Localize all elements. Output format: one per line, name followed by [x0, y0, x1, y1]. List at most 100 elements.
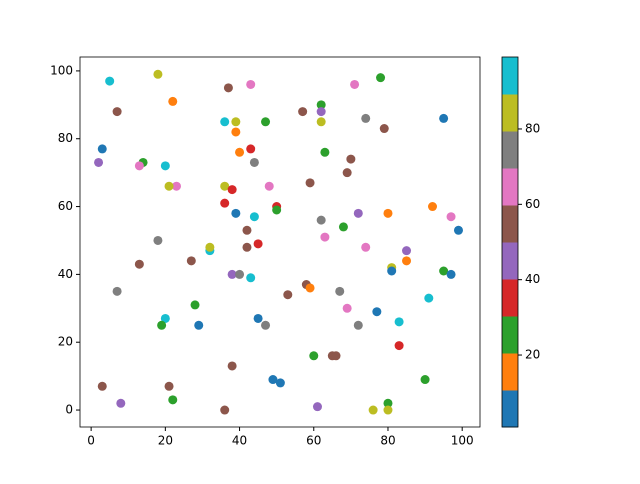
plot-frame — [79, 56, 481, 428]
point — [220, 117, 230, 127]
point — [342, 303, 352, 313]
point — [453, 225, 463, 235]
point — [246, 79, 256, 89]
point — [420, 375, 430, 385]
point — [353, 320, 363, 330]
point — [220, 405, 230, 415]
point — [394, 341, 404, 351]
point — [361, 242, 371, 252]
point — [231, 127, 241, 137]
point — [305, 283, 315, 293]
point — [235, 269, 245, 279]
point — [227, 185, 237, 195]
point — [242, 242, 252, 252]
point — [361, 113, 371, 123]
point — [383, 208, 393, 218]
point — [94, 157, 104, 167]
point — [190, 300, 200, 310]
point — [153, 69, 163, 79]
colorbar-segment — [502, 279, 518, 317]
x-tick-label: 20 — [158, 434, 173, 448]
point — [220, 181, 230, 191]
point — [372, 307, 382, 317]
point — [231, 208, 241, 218]
colorbar-segment — [502, 205, 518, 243]
colorbar-segment — [502, 94, 518, 132]
point — [439, 266, 449, 276]
point — [320, 232, 330, 242]
point — [223, 83, 233, 93]
y-tick-label: 0 — [65, 403, 73, 417]
point — [331, 351, 341, 361]
point — [97, 381, 107, 391]
point — [309, 351, 319, 361]
point — [112, 107, 122, 117]
point — [261, 320, 271, 330]
x-tick-label: 0 — [87, 434, 95, 448]
point — [446, 269, 456, 279]
point — [298, 107, 308, 117]
x-tick-label: 100 — [451, 434, 474, 448]
point — [335, 286, 345, 296]
point — [134, 161, 144, 171]
point — [220, 198, 230, 208]
point — [227, 361, 237, 371]
point — [249, 212, 259, 222]
colorbar-tick-label: 80 — [525, 121, 540, 135]
point — [312, 402, 322, 412]
point — [268, 375, 278, 385]
point — [168, 395, 178, 405]
colorbar-tick-label: 20 — [525, 348, 540, 362]
point — [264, 181, 274, 191]
colorbar-segment — [502, 57, 518, 95]
point — [316, 107, 326, 117]
colorbar-segment — [502, 131, 518, 169]
point — [235, 147, 245, 157]
point — [253, 313, 263, 323]
point — [338, 222, 348, 232]
point — [368, 405, 378, 415]
point — [253, 239, 263, 249]
point — [186, 256, 196, 266]
point — [164, 181, 174, 191]
point — [249, 157, 259, 167]
point — [376, 73, 386, 83]
x-tick-label: 40 — [232, 434, 247, 448]
colorbar-frame — [501, 56, 519, 428]
point — [168, 96, 178, 106]
point — [305, 178, 315, 188]
point — [346, 154, 356, 164]
point — [383, 405, 393, 415]
point — [350, 79, 360, 89]
point — [424, 293, 434, 303]
point — [383, 398, 393, 408]
y-tick-label: 80 — [58, 131, 73, 145]
y-tick-label: 100 — [50, 63, 73, 77]
colorbar-segment — [502, 316, 518, 354]
point — [342, 168, 352, 178]
point — [134, 259, 144, 269]
point — [402, 246, 412, 256]
point — [402, 256, 412, 266]
point — [112, 286, 122, 296]
point — [379, 124, 389, 134]
x-tick-label: 60 — [306, 434, 321, 448]
point — [272, 205, 282, 215]
point — [194, 320, 204, 330]
colorbar-segment — [502, 242, 518, 280]
colorbar-tick-label: 40 — [525, 272, 540, 286]
point — [116, 398, 126, 408]
point — [105, 76, 115, 86]
point — [316, 100, 326, 110]
point — [227, 269, 237, 279]
colorbar-tick-label: 60 — [525, 197, 540, 211]
point — [157, 320, 167, 330]
point — [439, 113, 449, 123]
point — [164, 381, 174, 391]
point — [153, 235, 163, 245]
colorbar-segment — [502, 353, 518, 391]
y-tick-label: 60 — [58, 199, 73, 213]
point — [261, 117, 271, 127]
point — [387, 266, 397, 276]
